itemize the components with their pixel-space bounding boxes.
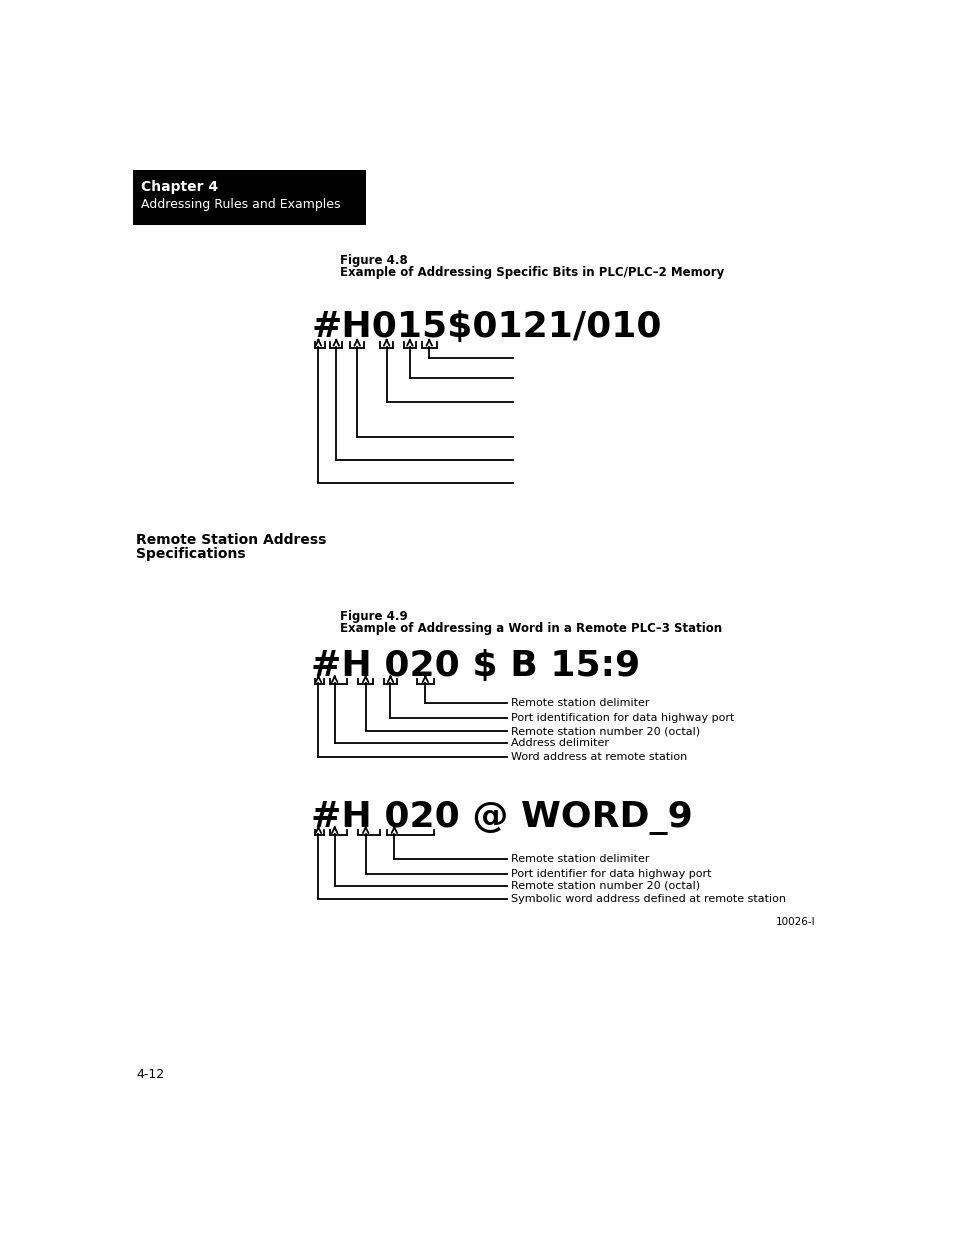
Text: 4-12: 4-12 (136, 1068, 164, 1082)
Text: Example of Addressing a Word in a Remote PLC–3 Station: Example of Addressing a Word in a Remote… (340, 621, 721, 635)
Text: #H015$0121/010: #H015$0121/010 (311, 310, 661, 343)
Text: Port identification for data highway port: Port identification for data highway por… (511, 713, 734, 722)
Text: Port identifier for data highway port: Port identifier for data highway port (511, 868, 711, 878)
Text: Remote station number 20 (octal): Remote station number 20 (octal) (511, 881, 700, 890)
Text: #H 020 $ B 15:9: #H 020 $ B 15:9 (311, 648, 640, 683)
Text: Example of Addressing Specific Bits in PLC/PLC–2 Memory: Example of Addressing Specific Bits in P… (340, 266, 723, 279)
Text: Word address at remote station: Word address at remote station (511, 752, 687, 762)
Text: Addressing Rules and Examples: Addressing Rules and Examples (141, 198, 340, 211)
Text: Figure 4.9: Figure 4.9 (340, 610, 408, 624)
Text: Chapter 4: Chapter 4 (141, 180, 218, 194)
Text: Address delimiter: Address delimiter (511, 739, 609, 748)
Text: 10026-I: 10026-I (775, 916, 815, 926)
Text: Specifications: Specifications (136, 547, 246, 561)
Text: Figure 4.8: Figure 4.8 (340, 254, 408, 268)
Text: Remote station number 20 (octal): Remote station number 20 (octal) (511, 726, 700, 736)
Bar (133, 169, 365, 225)
Text: Remote station delimiter: Remote station delimiter (511, 698, 649, 708)
Text: Remote Station Address: Remote Station Address (136, 534, 326, 547)
Text: Remote station delimiter: Remote station delimiter (511, 853, 649, 864)
Text: Symbolic word address defined at remote station: Symbolic word address defined at remote … (511, 894, 785, 904)
Text: #H 020 @ WORD_9: #H 020 @ WORD_9 (311, 802, 693, 835)
